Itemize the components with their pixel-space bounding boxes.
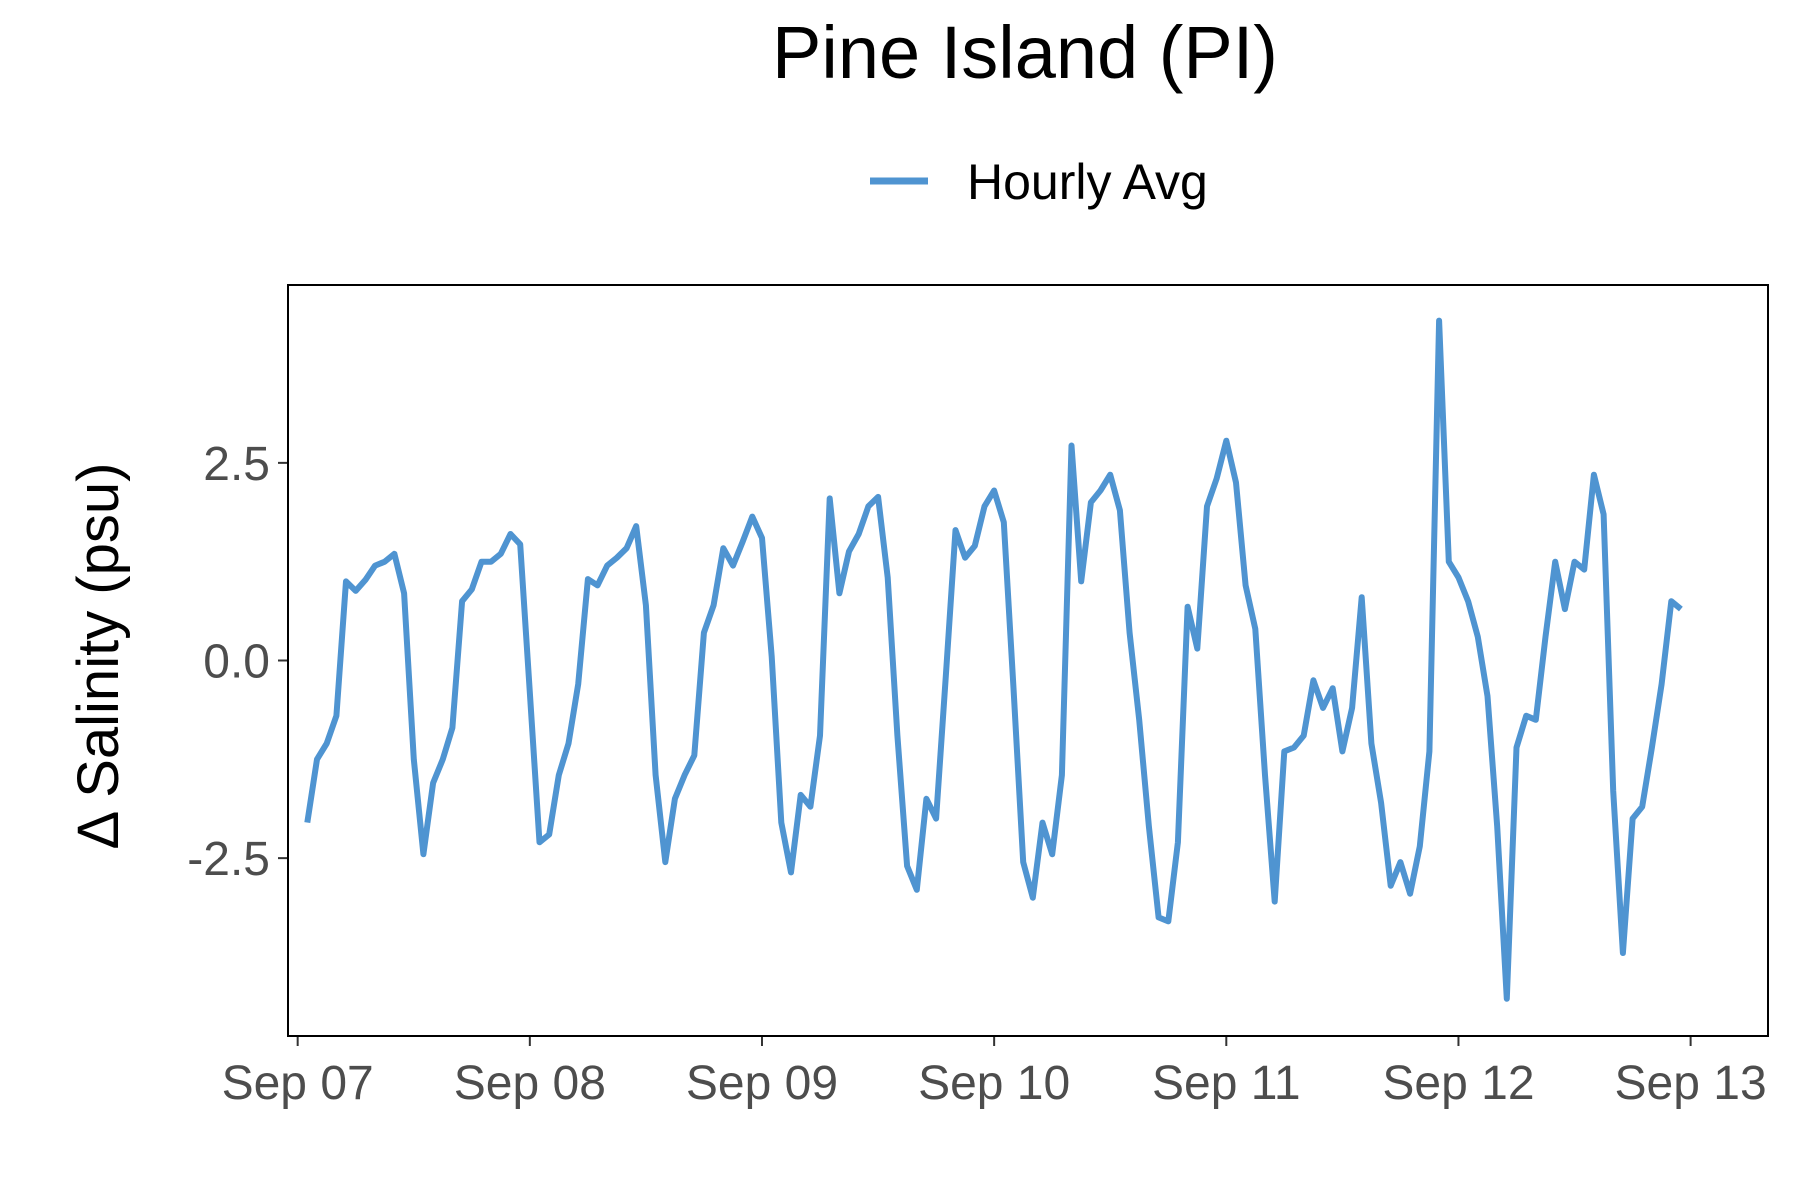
x-tick-label: Sep 07: [222, 1057, 374, 1110]
y-axis: 2.5 0.0 -2.5: [187, 438, 288, 886]
y-tick-label: 0.0: [203, 636, 270, 689]
legend: Hourly Avg: [870, 154, 1208, 210]
y-tick-label: -2.5: [187, 833, 270, 886]
y-tick-label: 2.5: [203, 438, 270, 491]
x-tick-label: Sep 11: [1152, 1057, 1301, 1110]
x-tick-label: Sep 08: [454, 1057, 606, 1110]
x-tick-label: Sep 13: [1615, 1057, 1767, 1110]
x-tick-label: Sep 09: [686, 1057, 838, 1110]
chart-title: Pine Island (PI): [772, 11, 1278, 94]
legend-label-hourly-avg: Hourly Avg: [967, 154, 1208, 210]
series-layer: [304, 317, 1683, 1002]
series-line-hourly-avg: [304, 317, 1683, 1002]
y-axis-title: Δ Salinity (psu): [66, 463, 131, 850]
x-tick-label: Sep 12: [1382, 1057, 1534, 1110]
x-tick-label: Sep 10: [918, 1057, 1070, 1110]
plot-panel-border: [287, 284, 1769, 1037]
x-axis: Sep 07 Sep 08 Sep 09 Sep 10 Sep 11 Sep 12 Sep …: [222, 1036, 1767, 1110]
